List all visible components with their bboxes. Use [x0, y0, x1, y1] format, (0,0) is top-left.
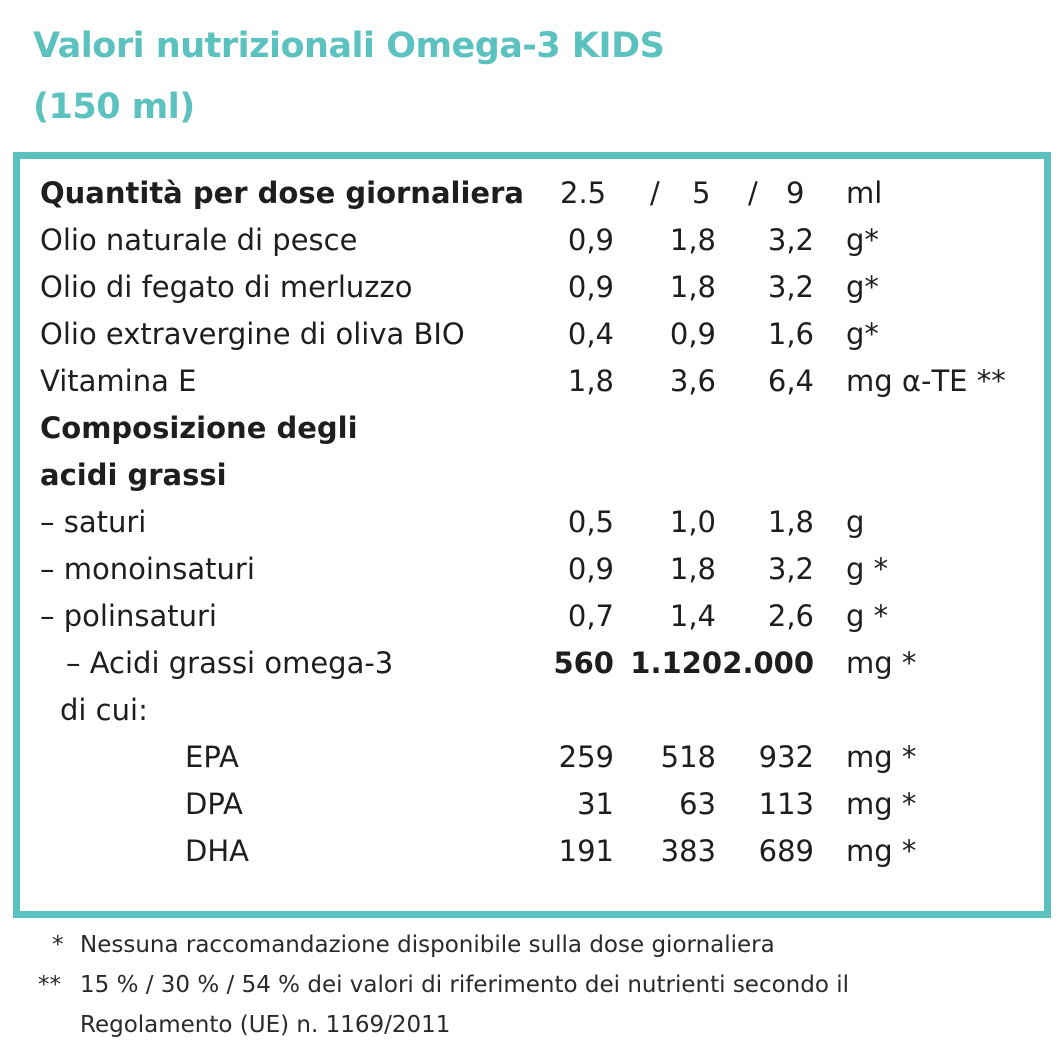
table-row: DPA 31 63 113 mg *	[20, 781, 1044, 827]
row-unit: g*	[846, 317, 879, 351]
footnote-mark: *	[52, 932, 64, 958]
header-separator: /	[650, 176, 660, 210]
row-value-dose-3: 689	[758, 834, 814, 868]
row-unit: mg *	[846, 787, 917, 821]
table-row: Olio di fegato di merluzzo 0,9 1,8 3,2 g…	[20, 264, 1044, 310]
page-subtitle-volume: (150 ml)	[33, 87, 195, 127]
row-label: – monoinsaturi	[40, 552, 255, 586]
row-value-dose-3: 113	[758, 787, 814, 821]
row-value-dose-3: 2,6	[767, 599, 814, 633]
row-value-dose-1: 0,9	[567, 552, 614, 586]
table-row: Olio extravergine di oliva BIO 0,4 0,9 1…	[20, 311, 1044, 357]
table-row: Vitamina E 1,8 3,6 6,4 mg α-TE **	[20, 358, 1044, 404]
row-unit: g *	[846, 599, 889, 633]
row-value-dose-2: 383	[660, 834, 716, 868]
row-value-dose-1: 0,7	[567, 599, 614, 633]
row-label: Vitamina E	[40, 364, 197, 398]
row-value-dose-3: 6,4	[767, 364, 814, 398]
footnote-2: ** 15 % / 30 % / 54 % dei valori di rifer…	[38, 965, 849, 1005]
header-unit: ml	[846, 176, 883, 210]
table-row: – monoinsaturi 0,9 1,8 3,2 g *	[20, 546, 1044, 592]
footnotes: * Nessuna raccomandazione disponibile sul…	[38, 925, 849, 1045]
row-value-dose-2: 1,8	[669, 223, 716, 257]
row-value-dose-2: 1,8	[669, 552, 716, 586]
row-unit: mg *	[846, 646, 917, 680]
header-dose-1: 2.5	[560, 176, 607, 210]
row-value-dose-1: 0,9	[567, 270, 614, 304]
row-value-dose-3: 2.000	[722, 646, 814, 680]
row-value-dose-3: 3,2	[767, 552, 814, 586]
table-row: DHA 191 383 689 mg *	[20, 828, 1044, 874]
section-heading-line: acidi grassi	[40, 458, 227, 492]
row-label: Olio naturale di pesce	[40, 223, 358, 257]
row-value-dose-2: 1.120	[630, 646, 722, 680]
row-label: Olio extravergine di oliva BIO	[40, 317, 465, 351]
row-value-dose-1: 0,4	[567, 317, 614, 351]
row-value-dose-3: 932	[758, 740, 814, 774]
header-label: Quantità per dose giornaliera	[40, 176, 524, 210]
row-label: – Acidi grassi omega-3	[66, 646, 394, 680]
table-row: – polinsaturi 0,7 1,4 2,6 g *	[20, 593, 1044, 639]
row-value-dose-3: 1,8	[767, 505, 814, 539]
row-unit: g*	[846, 223, 879, 257]
footnote-text: Nessuna raccomandazione disponibile sull…	[80, 932, 775, 958]
row-unit: g*	[846, 270, 879, 304]
header-dose-2: 5	[692, 176, 711, 210]
header-separator: /	[748, 176, 758, 210]
row-unit: g	[846, 505, 865, 539]
row-label: – saturi	[40, 505, 147, 539]
footnote-mark: **	[38, 972, 61, 998]
table-row: EPA 259 518 932 mg *	[20, 734, 1044, 780]
di-cui-row: di cui:	[20, 687, 1044, 733]
row-unit: mg *	[846, 740, 917, 774]
row-value-dose-1: 191	[558, 834, 614, 868]
row-label: DPA	[185, 787, 243, 821]
row-unit: g *	[846, 552, 889, 586]
table-row: – Acidi grassi omega-3 560 1.120 2.000 m…	[20, 640, 1044, 686]
row-label: DHA	[185, 834, 249, 868]
row-value-dose-3: 1,6	[767, 317, 814, 351]
row-value-dose-1: 259	[558, 740, 614, 774]
row-value-dose-2: 1,8	[669, 270, 716, 304]
nutrition-table-panel: Quantità per dose giornaliera 2.5 / 5 / …	[13, 152, 1051, 918]
row-value-dose-2: 63	[679, 787, 716, 821]
row-value-dose-1: 0,5	[567, 505, 614, 539]
section-heading: acidi grassi	[20, 452, 1044, 498]
di-cui-label: di cui:	[60, 693, 148, 727]
page-title: Valori nutrizionali Omega-3 KIDS	[33, 26, 665, 66]
row-value-dose-3: 3,2	[767, 270, 814, 304]
row-value-dose-3: 3,2	[767, 223, 814, 257]
row-value-dose-2: 3,6	[669, 364, 716, 398]
row-value-dose-2: 1,0	[669, 505, 716, 539]
row-value-dose-1: 1,8	[567, 364, 614, 398]
row-label: Olio di fegato di merluzzo	[40, 270, 413, 304]
footnote-1: * Nessuna raccomandazione disponibile sul…	[38, 925, 849, 965]
footnote-text: 15 % / 30 % / 54 % dei valori di riferim…	[80, 972, 850, 998]
row-value-dose-1: 0,9	[567, 223, 614, 257]
footnote-2-continuation: Regolamento (UE) n. 1169/2011	[80, 1012, 451, 1038]
row-value-dose-2: 1,4	[669, 599, 716, 633]
row-unit: mg *	[846, 834, 917, 868]
section-heading: Composizione degli	[20, 405, 1044, 451]
table-row: – saturi 0,5 1,0 1,8 g	[20, 499, 1044, 545]
table-header-row: Quantità per dose giornaliera 2.5 / 5 / …	[20, 170, 1044, 216]
section-heading-line: Composizione degli	[40, 411, 358, 445]
row-value-dose-1: 560	[553, 646, 614, 680]
row-label: EPA	[185, 740, 239, 774]
row-unit: mg α-TE **	[846, 364, 1006, 398]
table-row: Olio naturale di pesce 0,9 1,8 3,2 g*	[20, 217, 1044, 263]
row-value-dose-2: 518	[660, 740, 716, 774]
row-label: – polinsaturi	[40, 599, 217, 633]
row-value-dose-1: 31	[577, 787, 614, 821]
row-value-dose-2: 0,9	[669, 317, 716, 351]
header-dose-3: 9	[786, 176, 805, 210]
